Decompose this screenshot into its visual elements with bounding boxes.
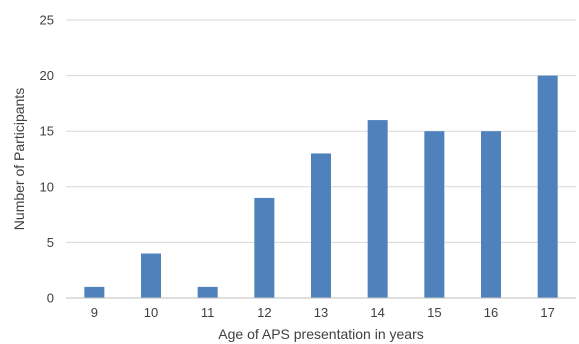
bar <box>537 75 558 298</box>
x-tick-label: 11 <box>201 305 215 320</box>
bar-series <box>84 75 558 298</box>
x-tick-labels: 9 10 11 12 13 14 15 16 17 <box>91 305 555 320</box>
x-axis-title: Age of APS presentation in years <box>218 326 423 342</box>
x-tick-label: 10 <box>144 305 158 320</box>
y-tick-label: 25 <box>40 13 54 28</box>
y-tick-label: 5 <box>47 235 54 250</box>
x-tick-label: 9 <box>91 305 98 320</box>
x-tick-label: 15 <box>427 305 441 320</box>
y-tick-label: 15 <box>40 124 54 139</box>
bar <box>481 131 501 298</box>
bar <box>311 153 331 298</box>
x-tick-label: 17 <box>540 305 554 320</box>
y-axis-title: Number of Participants <box>11 88 27 230</box>
x-tick-label: 16 <box>484 305 498 320</box>
x-tick-label: 14 <box>370 305 384 320</box>
bar <box>141 253 161 298</box>
y-tick-label: 20 <box>40 68 54 83</box>
y-tick-labels: 0 5 10 15 20 25 <box>40 13 54 306</box>
bar <box>424 131 445 298</box>
bar <box>197 286 218 298</box>
bar <box>367 120 388 298</box>
x-tick-label: 13 <box>314 305 328 320</box>
x-tick-label: 12 <box>257 305 271 320</box>
y-tick-label: 10 <box>40 179 54 194</box>
bar <box>254 197 275 298</box>
bar <box>84 286 105 298</box>
y-tick-label: 0 <box>47 291 54 306</box>
